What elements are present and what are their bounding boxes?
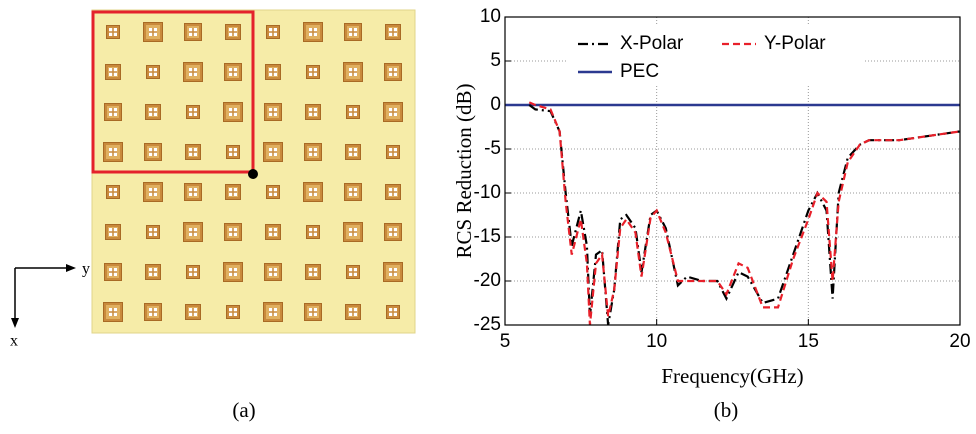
y-tick-label: 5	[490, 50, 501, 71]
y-tick-label: -15	[474, 226, 501, 247]
panel-b: (b) -25 -20 -15 -10 -5 0 5 10 5 10 15 20 X-Polar Y-Po…	[452, 6, 971, 422]
arrowhead	[11, 318, 19, 328]
panel-label: (a)	[232, 398, 255, 422]
origin-dot	[248, 169, 258, 179]
arrowhead	[66, 264, 76, 272]
y-axis-label: RCS Reduction (dB)	[452, 83, 476, 258]
y-tick-label: -20	[474, 270, 501, 291]
axis-x-label: x	[10, 333, 18, 350]
y-tick-label: -10	[474, 182, 501, 203]
axis-y-label: y	[82, 261, 90, 278]
figure: y x (a) (b) -25 -20 -15 -10 -5 0 5 10 5 10 15 20 X-P…	[0, 0, 976, 434]
legend-label: X-Polar	[620, 33, 684, 54]
y-tick-label: -25	[474, 314, 501, 335]
x-tick-label: 5	[500, 331, 511, 352]
x-tick-label: 20	[949, 331, 970, 352]
x-tick-label: 15	[798, 331, 819, 352]
panel-a: y x (a)	[10, 10, 415, 422]
x-tick-label: 10	[646, 331, 667, 352]
legend-label: Y-Polar	[764, 33, 826, 54]
y-tick-label: 10	[480, 6, 501, 27]
x-axis-label: Frequency(GHz)	[661, 364, 803, 388]
y-tick-label: 0	[490, 94, 501, 115]
panel-label: (b)	[714, 398, 739, 422]
legend-label: PEC	[620, 61, 659, 82]
y-tick-label: -5	[484, 138, 501, 159]
